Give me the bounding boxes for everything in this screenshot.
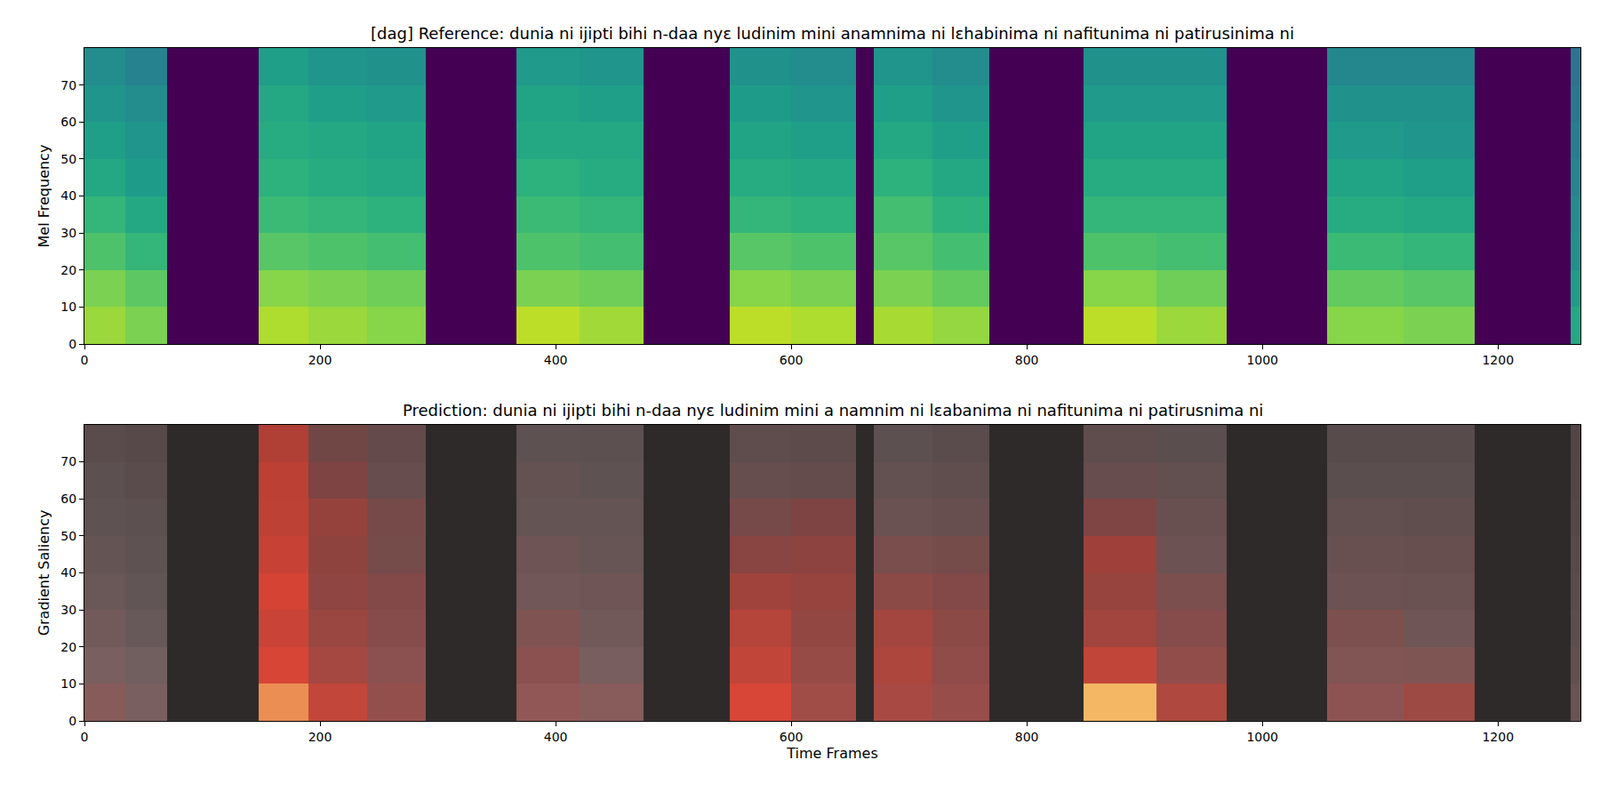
svg-text:600: 600: [779, 729, 804, 744]
svg-text:1000: 1000: [1246, 352, 1279, 368]
svg-text:10: 10: [60, 676, 77, 691]
svg-text:Gradient Saliency: Gradient Saliency: [35, 510, 53, 637]
svg-text:600: 600: [779, 352, 804, 368]
svg-text:50: 50: [60, 152, 77, 167]
svg-text:200: 200: [308, 352, 333, 368]
svg-text:20: 20: [60, 640, 77, 655]
svg-text:20: 20: [60, 263, 77, 278]
svg-text:0: 0: [68, 336, 77, 352]
svg-text:40: 40: [60, 188, 77, 203]
svg-text:60: 60: [60, 114, 77, 129]
svg-text:200: 200: [308, 729, 333, 744]
svg-text:Prediction: dunia ni ijipti bi: Prediction: dunia ni ijipti bihi n-daa n…: [402, 400, 1264, 420]
svg-text:0: 0: [68, 713, 77, 728]
svg-text:Mel Frequency: Mel Frequency: [35, 144, 53, 248]
svg-text:400: 400: [544, 729, 568, 744]
svg-text:50: 50: [60, 528, 77, 544]
svg-text:[dag] Reference: dunia ni ijip: [dag] Reference: dunia ni ijipti bihi n-…: [370, 24, 1295, 43]
svg-text:800: 800: [1015, 352, 1040, 368]
svg-text:30: 30: [60, 225, 77, 240]
svg-text:0: 0: [80, 352, 89, 368]
svg-text:60: 60: [60, 491, 77, 506]
svg-text:1000: 1000: [1246, 729, 1279, 744]
svg-text:30: 30: [60, 602, 77, 617]
svg-text:1200: 1200: [1481, 352, 1514, 368]
svg-text:1200: 1200: [1481, 729, 1514, 744]
svg-text:70: 70: [60, 78, 77, 93]
svg-text:10: 10: [60, 299, 77, 314]
svg-text:0: 0: [80, 729, 89, 744]
svg-text:800: 800: [1015, 729, 1040, 744]
svg-text:40: 40: [60, 565, 77, 580]
svg-text:400: 400: [544, 352, 568, 368]
svg-text:70: 70: [60, 454, 77, 469]
svg-text:Time Frames: Time Frames: [785, 744, 878, 762]
